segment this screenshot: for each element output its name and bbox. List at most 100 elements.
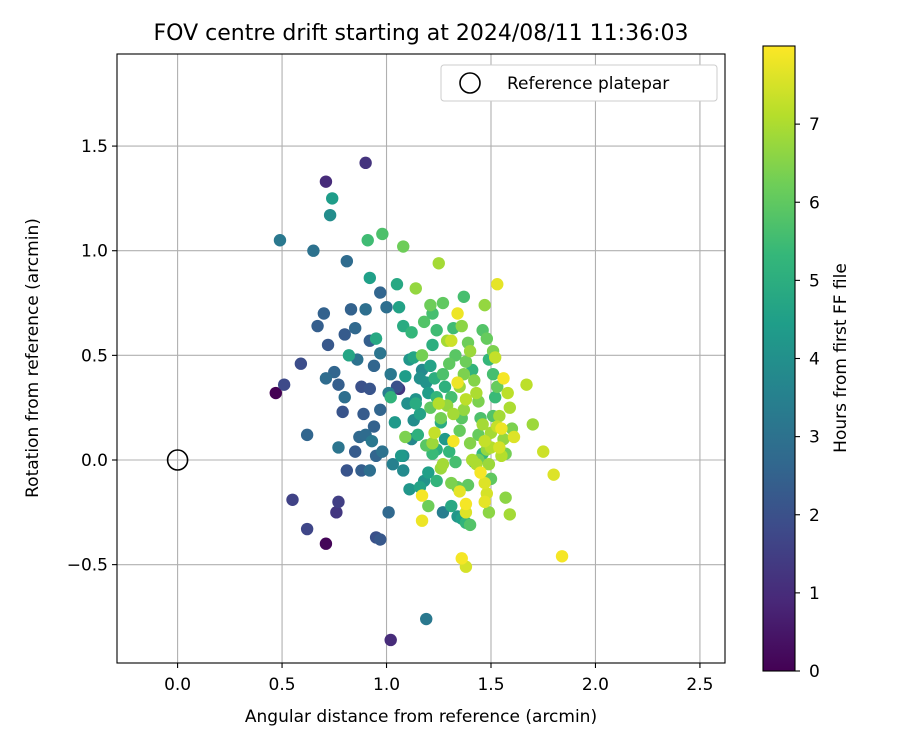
scatter-point bbox=[380, 301, 393, 314]
scatter-point bbox=[359, 156, 372, 170]
scatter-point bbox=[453, 424, 466, 437]
scatter-point bbox=[503, 508, 516, 521]
colorbar-tick-label: 4 bbox=[809, 350, 820, 370]
scatter-point bbox=[478, 495, 491, 509]
scatter-point bbox=[409, 282, 422, 295]
scatter-point bbox=[390, 278, 404, 291]
scatter-point bbox=[434, 411, 448, 425]
scatter-point bbox=[547, 468, 560, 481]
colorbar-label: Hours from first FF file bbox=[831, 263, 851, 453]
legend-marker bbox=[459, 72, 481, 94]
scatter-point bbox=[501, 386, 514, 400]
scatter-point bbox=[474, 466, 487, 479]
legend-entry-reference-platepar: Reference platepar bbox=[507, 74, 669, 94]
scatter-point bbox=[338, 391, 351, 404]
scatter-point bbox=[367, 359, 381, 373]
scatter-point bbox=[486, 367, 500, 381]
x-axis-label: Angular distance from reference (arcmin) bbox=[245, 707, 597, 727]
scatter-point bbox=[445, 476, 458, 490]
scatter-point bbox=[394, 449, 408, 463]
scatter-point bbox=[286, 493, 299, 506]
scatter-point bbox=[447, 434, 460, 448]
scatter-point bbox=[403, 483, 416, 496]
scatter-point bbox=[493, 441, 506, 454]
scatter-point bbox=[426, 338, 439, 352]
x-tick-label: 2.0 bbox=[582, 675, 609, 695]
scatter-point bbox=[443, 445, 456, 458]
scatter-point bbox=[463, 437, 477, 450]
scatter-point bbox=[367, 420, 381, 433]
colorbar-tick-label: 6 bbox=[809, 193, 820, 213]
scatter-point bbox=[382, 506, 395, 519]
plot-frame bbox=[116, 53, 726, 664]
scatter-point bbox=[388, 416, 402, 429]
scatter-point bbox=[338, 328, 351, 341]
scatter-point bbox=[363, 464, 377, 477]
scatter-point bbox=[493, 409, 506, 423]
scatter-point bbox=[321, 338, 335, 352]
scatter-point bbox=[430, 324, 443, 337]
scatter-point bbox=[399, 370, 412, 383]
scatter-point bbox=[436, 296, 450, 310]
y-tick-label: 1.5 bbox=[81, 137, 108, 157]
y-tick-label: −0.5 bbox=[67, 556, 108, 576]
scatter-point bbox=[428, 426, 441, 439]
scatter-point bbox=[269, 386, 282, 400]
scatter-point bbox=[415, 514, 429, 527]
scatter-point bbox=[374, 403, 387, 416]
scatter-point bbox=[459, 355, 473, 368]
y-tick-label: 0.5 bbox=[81, 346, 108, 366]
scatter-point bbox=[361, 234, 374, 247]
y-axis-ticks: −0.5 0.0 0.5 1.0 1.5 bbox=[67, 137, 117, 576]
legend-box bbox=[440, 64, 718, 102]
scatter-point bbox=[359, 303, 372, 316]
scatter-point bbox=[478, 298, 491, 312]
scatter-point bbox=[363, 382, 377, 396]
scatter-point bbox=[294, 357, 308, 370]
x-tick-label: 1.0 bbox=[373, 675, 400, 695]
scatter-point bbox=[415, 489, 429, 502]
scatter-point bbox=[451, 376, 464, 389]
scatter-point bbox=[374, 286, 387, 299]
scatter-point bbox=[488, 351, 502, 364]
scatter-point bbox=[436, 457, 450, 471]
scatter-point bbox=[503, 401, 516, 414]
scatter-point bbox=[426, 437, 439, 450]
scatter-point bbox=[332, 378, 345, 391]
colorbar-tick-label: 0 bbox=[809, 662, 820, 682]
scatter-point bbox=[482, 457, 496, 471]
scatter-point bbox=[507, 430, 521, 444]
scatter-point bbox=[491, 278, 504, 291]
chart-title: FOV centre drift starting at 2024/08/11 … bbox=[154, 21, 689, 46]
scatter-point bbox=[392, 301, 406, 314]
scatter-point bbox=[369, 332, 383, 345]
scatter-point bbox=[470, 386, 483, 400]
x-tick-label: 2.5 bbox=[686, 675, 713, 695]
scatter-point bbox=[457, 403, 471, 416]
scatter-point bbox=[424, 298, 437, 312]
scatter-point bbox=[344, 303, 358, 316]
scatter-point bbox=[340, 254, 354, 268]
scatter-point bbox=[397, 240, 410, 253]
x-tick-label: 1.5 bbox=[477, 675, 504, 695]
colorbar-tick-label: 2 bbox=[809, 506, 820, 526]
scatter-point bbox=[319, 175, 333, 188]
x-tick-label: 0.0 bbox=[164, 675, 191, 695]
colorbar-tick-label: 7 bbox=[809, 115, 820, 135]
scatter-point bbox=[336, 405, 349, 419]
scatter-points bbox=[269, 156, 569, 647]
scatter-point bbox=[520, 378, 533, 391]
scatter-point bbox=[374, 347, 387, 360]
reference-platepar-marker bbox=[166, 449, 189, 471]
scatter-point bbox=[405, 326, 418, 339]
scatter-point bbox=[277, 378, 291, 391]
scatter-point bbox=[300, 428, 314, 442]
scatter-point bbox=[330, 506, 343, 519]
scatter-point bbox=[555, 550, 569, 563]
scatter-point bbox=[332, 441, 345, 454]
scatter-point bbox=[459, 393, 473, 406]
grid-lines bbox=[117, 54, 725, 663]
scatter-point bbox=[363, 271, 377, 285]
x-axis-ticks: 0.0 0.5 1.0 1.5 2.0 2.5 bbox=[164, 663, 713, 695]
